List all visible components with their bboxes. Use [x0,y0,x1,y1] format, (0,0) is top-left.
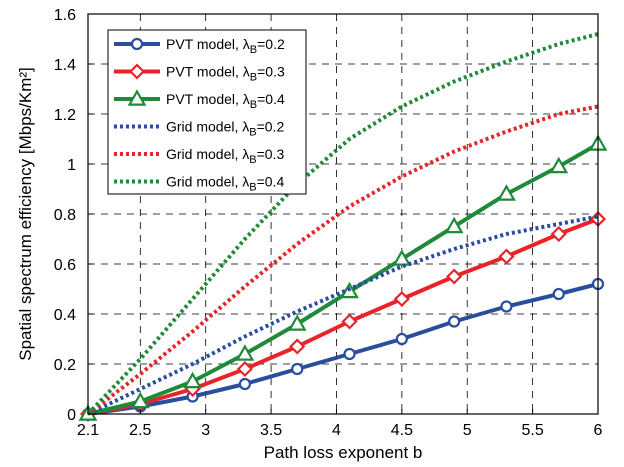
series-5 [86,104,599,416]
legend-item: PVT model, λB=0.2 [114,36,285,56]
ticks: 2.1 2.5 3 3.5 4 4.5 5 5.5 6 0 0.2 0.4 0.6 0.8 1 1.2 1.4 1… [54,7,603,439]
x-tick-label: 3.5 [260,422,282,439]
legend-item: Grid model, λB=0.4 [114,174,284,194]
legend-item: PVT model, λB=0.3 [114,63,285,84]
series-line [86,32,599,416]
y-tick-label: 1.6 [54,7,76,24]
series-2 [79,210,607,423]
y-tick-label: 0 [67,407,76,424]
x-tick-label: 5 [463,422,472,439]
series-line [87,282,599,416]
legend-label: Grid model, λB=0.4 [166,174,284,194]
x-tick-label: 5.5 [521,422,543,439]
x-tick-label: 2.5 [129,422,151,439]
diamond-marker [550,225,567,243]
legend: PVT model, λB=0.2 PVT model, λB=0.3 PVT mo… [107,29,307,195]
y-axis-label: Spatial spectrum efficiency [Mbps/Km²] [16,67,35,361]
circle-marker [500,300,513,313]
triangle-marker [235,344,255,361]
diamond-marker [289,338,306,355]
triangle-marker [127,89,147,106]
x-tick-label: 4 [332,422,341,439]
circle-marker [395,332,408,346]
circle-marker [238,377,252,391]
legend-label: Grid model, λB=0.3 [166,146,284,166]
y-tick-label: 0.4 [54,307,76,324]
x-tick-label: 3 [201,422,210,439]
triangle-marker [497,184,516,201]
diamond-marker [341,313,358,330]
y-tick-label: 1.2 [54,107,76,124]
x-axis-label: Path loss exponent b [264,443,423,462]
x-tick-label: 6 [594,422,603,439]
x-tick-label: 2.1 [77,422,99,439]
triangle-marker [549,156,569,174]
diamond-marker [393,290,410,308]
y-tick-label: 0.6 [54,257,76,274]
series-layer [78,32,608,423]
circle-marker [130,37,144,51]
x-tick-label: 4.5 [391,422,413,439]
diamond-marker [446,268,463,285]
diamond-marker [128,63,146,80]
triangle-marker [287,314,307,331]
y-tick-label: 1 [67,157,76,174]
triangle-marker [392,249,412,266]
series-4 [87,214,599,416]
triangle-marker [130,391,150,409]
series-6 [86,32,599,416]
legend-label: PVT model, λB=0.4 [166,91,285,111]
legend-item: Grid model, λB=0.2 [114,119,284,139]
diamond-marker [498,248,515,265]
diamond-marker [236,360,253,378]
circle-marker [291,362,304,376]
legend-label: PVT model, λB=0.3 [166,64,285,84]
y-tick-label: 0.2 [54,357,76,374]
series-line [87,214,599,416]
legend-label: PVT model, λB=0.2 [166,36,285,56]
circle-marker [448,315,461,328]
triangle-marker [183,371,203,389]
circle-marker [343,347,356,361]
series-line [86,104,599,416]
legend-item: Grid model, λB=0.3 [114,146,284,166]
series-line [87,217,599,416]
legend-item: PVT model, λB=0.4 [114,89,285,111]
legend-label: Grid model, λB=0.2 [166,119,284,139]
triangle-marker [444,216,464,234]
y-tick-label: 0.8 [54,207,76,224]
circle-marker [552,287,565,301]
legend-box [107,29,307,195]
y-tick-label: 1.4 [54,57,76,74]
